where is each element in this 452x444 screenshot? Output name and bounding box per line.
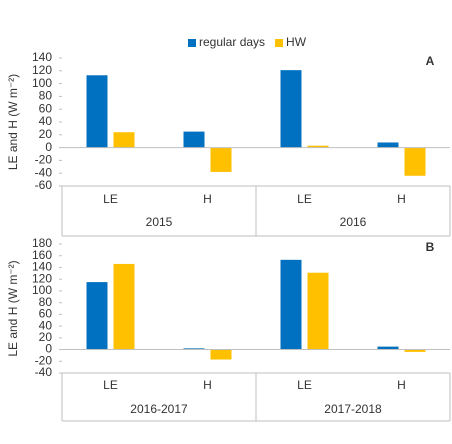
bar	[377, 142, 399, 148]
y-tick-label: -40	[35, 365, 53, 379]
y-tick-label: 40	[39, 114, 53, 128]
y-tick-label: 120	[32, 271, 52, 285]
group-label: 2017-2018	[324, 402, 382, 416]
x-tick-label: LE	[103, 192, 118, 206]
bar	[113, 263, 135, 350]
x-tick-label: H	[203, 378, 212, 392]
bar	[307, 272, 329, 350]
y-axis-label: LE and H (W m⁻²)	[6, 260, 20, 356]
bar	[86, 75, 108, 148]
bar	[183, 131, 205, 148]
bar	[113, 132, 135, 148]
bar	[86, 282, 108, 350]
x-tick-label: H	[397, 192, 406, 206]
bar	[404, 349, 426, 352]
bar	[183, 348, 205, 350]
y-tick-label: 160	[32, 248, 52, 262]
bar	[307, 145, 329, 148]
y-tick-label: 120	[32, 63, 52, 77]
legend-swatch	[188, 39, 196, 47]
y-tick-label: 20	[39, 127, 53, 141]
panel-label: B	[426, 240, 435, 254]
y-tick-label: -40	[35, 165, 53, 179]
y-tick-label: -20	[35, 353, 53, 367]
legend-label: regular days	[199, 35, 265, 49]
y-tick-label: 80	[39, 89, 53, 103]
x-tick-label: H	[397, 378, 406, 392]
bar	[210, 349, 232, 360]
y-tick-label: 180	[32, 236, 52, 250]
x-tick-label: LE	[297, 192, 312, 206]
y-tick-label: 40	[39, 318, 53, 332]
y-tick-label: 140	[32, 260, 52, 274]
x-tick-label: LE	[297, 378, 312, 392]
y-tick-label: 80	[39, 295, 53, 309]
x-tick-label: LE	[103, 378, 118, 392]
bar	[280, 70, 302, 148]
bar	[280, 259, 302, 350]
y-tick-label: -20	[35, 153, 53, 167]
y-tick-label: 60	[39, 101, 53, 115]
y-tick-label: 0	[45, 342, 52, 356]
y-tick-label: 20	[39, 330, 53, 344]
legend-swatch	[275, 39, 284, 47]
y-tick-label: 140	[32, 50, 52, 64]
y-tick-label: 100	[32, 76, 52, 90]
bar	[210, 147, 232, 172]
group-label: 2016-2017	[130, 402, 188, 416]
y-tick-label: 100	[32, 283, 52, 297]
x-tick-label: H	[203, 192, 212, 206]
y-axis-label: LE and H (W m⁻²)	[6, 74, 20, 170]
y-tick-label: 0	[45, 140, 52, 154]
group-label: 2016	[340, 215, 367, 229]
group-label: 2015	[146, 215, 173, 229]
y-tick-label: -60	[35, 178, 53, 192]
panel-label: A	[426, 54, 435, 68]
bar	[404, 147, 426, 176]
legend-label: HW	[286, 35, 307, 49]
y-tick-label: 60	[39, 307, 53, 321]
bar	[377, 346, 399, 350]
